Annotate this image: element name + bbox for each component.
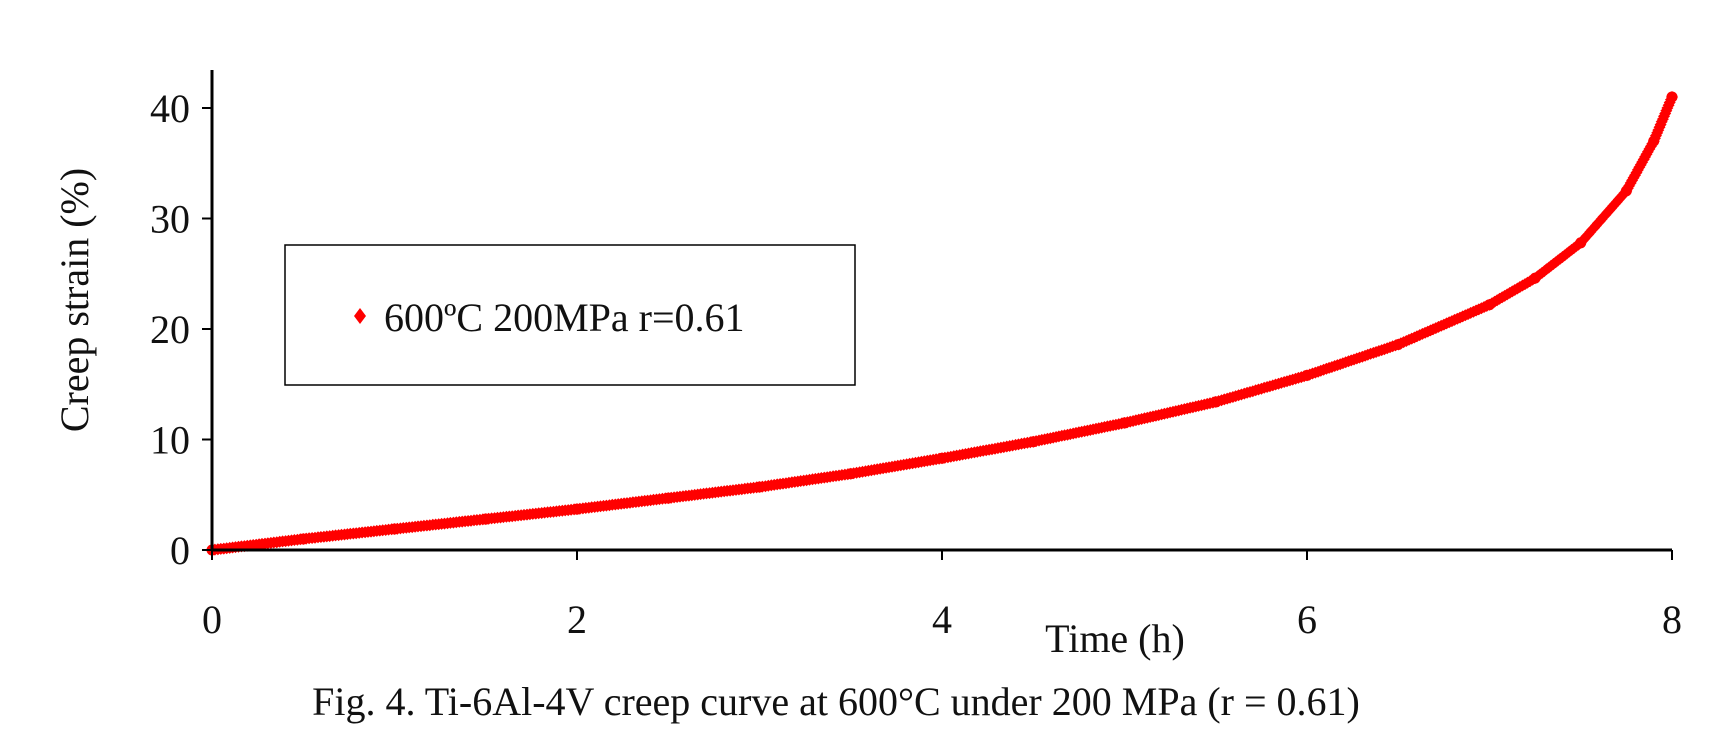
data-point bbox=[1666, 91, 1678, 103]
data-point bbox=[754, 481, 765, 493]
data-point bbox=[297, 533, 309, 545]
y-tick-label: 20 bbox=[150, 307, 190, 352]
data-point bbox=[1210, 396, 1222, 408]
data-point bbox=[1027, 436, 1039, 448]
y-tick-label: 0 bbox=[170, 528, 190, 573]
data-point bbox=[1484, 299, 1495, 311]
x-tick-label: 4 bbox=[932, 597, 952, 642]
legend-label: 600ºC 200MPa r=0.61 bbox=[384, 295, 745, 340]
data-point bbox=[1575, 237, 1587, 249]
data-point bbox=[1620, 185, 1632, 197]
legend-box bbox=[284, 244, 856, 386]
data-point bbox=[1301, 369, 1313, 381]
plot-area bbox=[206, 91, 1678, 556]
data-point bbox=[1529, 272, 1541, 284]
x-tick-label: 0 bbox=[202, 597, 222, 642]
axes: 0 10 20 30 40 0 2 4 6 8 bbox=[150, 70, 1682, 642]
data-point bbox=[845, 468, 857, 480]
y-tick-label: 10 bbox=[150, 418, 190, 463]
data-point bbox=[936, 452, 948, 464]
data-point bbox=[571, 503, 583, 515]
data-point bbox=[662, 492, 674, 504]
series-0 bbox=[206, 91, 1678, 556]
data-point bbox=[1392, 338, 1404, 350]
x-tick-label: 2 bbox=[567, 597, 587, 642]
figure-caption: Fig. 4. Ti-6Al-4V creep curve at 600°C u… bbox=[312, 679, 1360, 724]
x-tick-label: 8 bbox=[1662, 597, 1682, 642]
data-point bbox=[389, 523, 400, 535]
data-point bbox=[1119, 417, 1130, 429]
y-axis-title: Creep strain (%) bbox=[52, 168, 97, 432]
data-point bbox=[480, 513, 492, 525]
y-tick-label: 30 bbox=[150, 197, 190, 242]
data-point bbox=[1648, 135, 1660, 147]
x-tick-label: 6 bbox=[1297, 597, 1317, 642]
legend: 600ºC 200MPa r=0.61 bbox=[284, 244, 856, 386]
y-tick-label: 40 bbox=[150, 86, 190, 131]
x-axis-title: Time (h) bbox=[1045, 616, 1185, 661]
legend-marker-icon bbox=[354, 308, 366, 324]
